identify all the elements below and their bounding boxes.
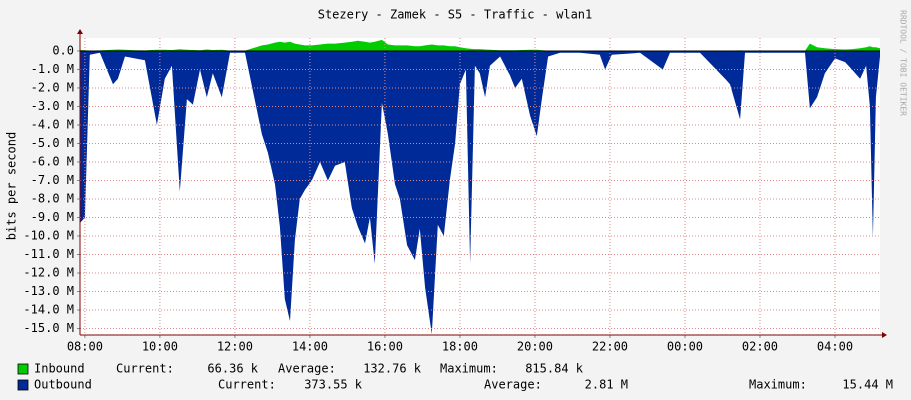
x-tick-label: 12:00 bbox=[217, 340, 253, 354]
x-tick-label: 16:00 bbox=[367, 340, 403, 354]
y-tick-label: -3.0 M bbox=[31, 99, 74, 113]
y-tick-label: -12.0 M bbox=[23, 266, 74, 280]
y-tick-label: 0.0 bbox=[52, 43, 74, 57]
y-axis-arrow bbox=[77, 29, 83, 34]
x-tick-label: 08:00 bbox=[67, 340, 103, 354]
y-tick-label: -4.0 M bbox=[31, 117, 74, 131]
legend-swatch bbox=[17, 379, 29, 391]
x-tick-label: 02:00 bbox=[742, 340, 778, 354]
x-axis-arrow bbox=[882, 332, 887, 338]
legend-stat-label: Maximum: bbox=[749, 378, 807, 392]
y-axis-label: bits per second bbox=[5, 132, 19, 240]
legend-stat-value: 15.44 M bbox=[842, 378, 893, 392]
x-tick-label: 04:00 bbox=[817, 340, 853, 354]
y-tick-label: -8.0 M bbox=[31, 191, 74, 205]
legend-stat-value: 815.84 k bbox=[525, 362, 584, 376]
y-tick-label: -5.0 M bbox=[31, 136, 74, 150]
legend-swatch bbox=[17, 363, 29, 375]
y-tick-label: -15.0 M bbox=[23, 321, 74, 335]
y-tick-label: -1.0 M bbox=[31, 62, 74, 76]
legend-stat-label: Maximum: bbox=[440, 362, 498, 376]
x-tick-label: 00:00 bbox=[667, 340, 703, 354]
legend-label: Outbound bbox=[34, 378, 92, 392]
y-tick-label: -6.0 M bbox=[31, 154, 74, 168]
x-tick-label: 14:00 bbox=[292, 340, 328, 354]
legend-stat-value: 132.76 k bbox=[363, 362, 422, 376]
area-0 bbox=[80, 39, 880, 51]
y-tick-label: -14.0 M bbox=[23, 303, 74, 317]
y-tick-label: -2.0 M bbox=[31, 80, 74, 94]
legend-label: Inbound bbox=[34, 362, 85, 376]
legend-stat-value: 66.36 k bbox=[207, 362, 258, 376]
chart-title: Stezery - Zamek - S5 - Traffic - wlan1 bbox=[318, 8, 593, 22]
legend-stat-value: 373.55 k bbox=[304, 378, 363, 392]
y-tick-label: -7.0 M bbox=[31, 173, 74, 187]
x-tick-label: 18:00 bbox=[442, 340, 478, 354]
y-tick-label: -10.0 M bbox=[23, 229, 74, 243]
y-tick-label: -13.0 M bbox=[23, 284, 74, 298]
y-tick-label: -9.0 M bbox=[31, 210, 74, 224]
area-1 bbox=[80, 50, 880, 335]
legend-stat-label: Current: bbox=[218, 378, 276, 392]
legend-stat-value: 2.81 M bbox=[585, 378, 628, 392]
x-tick-label: 20:00 bbox=[517, 340, 553, 354]
legend-stat-label: Average: bbox=[278, 362, 336, 376]
y-tick-label: -11.0 M bbox=[23, 247, 74, 261]
watermark: RRDTOOL / TOBI OETIKER bbox=[899, 10, 908, 116]
legend-stat-label: Current: bbox=[116, 362, 174, 376]
x-tick-label: 10:00 bbox=[142, 340, 178, 354]
x-tick-label: 22:00 bbox=[592, 340, 628, 354]
legend-stat-label: Average: bbox=[484, 378, 542, 392]
